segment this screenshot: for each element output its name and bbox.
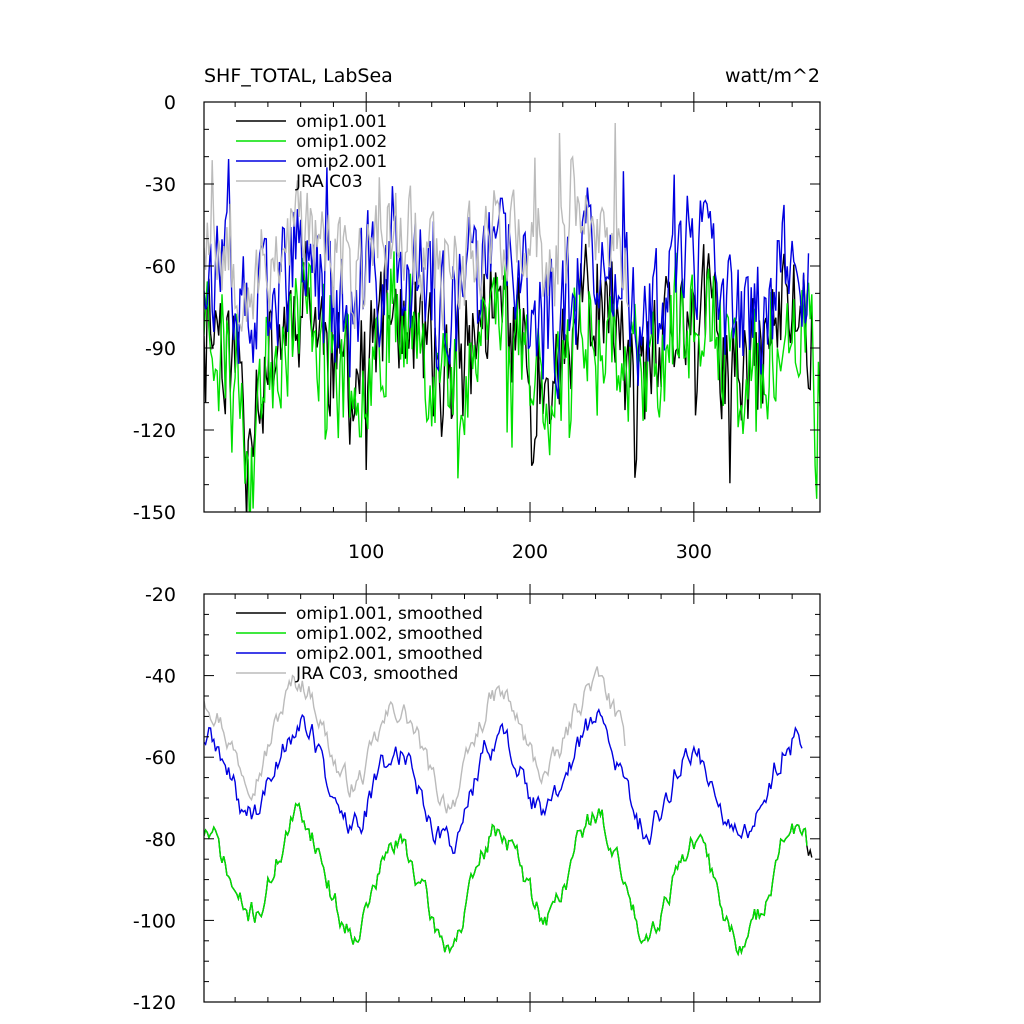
legend-label: omip2.001	[296, 152, 387, 172]
y-tick-label: -60	[145, 747, 176, 769]
top-panel: 0 -30 -60 -90 -120 -150 100 200 300 SHF_TOTAL, La…	[133, 65, 821, 563]
series-line-omip2-001-smoothed	[204, 707, 803, 855]
series-line-omip2-001	[204, 158, 810, 399]
series-group	[204, 122, 820, 512]
y-tick-label: -30	[145, 174, 176, 196]
legend-label: omip1.001, smoothed	[296, 604, 483, 624]
legend-label: omip1.001	[296, 112, 387, 132]
legend-label: omip1.002, smoothed	[296, 624, 483, 644]
y-tick-label: -100	[133, 910, 176, 932]
legend-label: JRA C03	[295, 172, 363, 192]
series-line-jra-c03	[204, 122, 629, 332]
plot-frame	[203, 101, 821, 513]
y-tick-label: -40	[145, 666, 176, 688]
y-tick-label: -150	[133, 502, 176, 524]
series-line-omip1-002	[204, 251, 820, 512]
y-tick-label: 0	[164, 92, 176, 114]
y-tick-label: -120	[133, 992, 176, 1014]
y-tick-label: -80	[145, 829, 176, 851]
series-line-jra-c03-smoothed	[204, 666, 626, 814]
legend-label: omip1.002	[296, 132, 387, 152]
units-label: watt/m^2	[725, 65, 820, 87]
x-tick-label: 300	[676, 541, 712, 563]
y-tick-label: -90	[145, 338, 176, 360]
legend-label: JRA C03, smoothed	[295, 664, 458, 684]
series-line-omip1-001-smoothed	[204, 802, 813, 957]
series-line-omip1-002-smoothed	[204, 802, 808, 957]
legend-label: omip2.001, smoothed	[296, 644, 483, 664]
chart-title: SHF_TOTAL, LabSea	[204, 65, 393, 87]
y-tick-label: -60	[145, 256, 176, 278]
series-group	[204, 666, 813, 957]
x-tick-label: 200	[512, 541, 548, 563]
x-tick-label: 100	[348, 541, 384, 563]
y-tick-label: -20	[145, 584, 176, 606]
y-tick-label: -120	[133, 420, 176, 442]
